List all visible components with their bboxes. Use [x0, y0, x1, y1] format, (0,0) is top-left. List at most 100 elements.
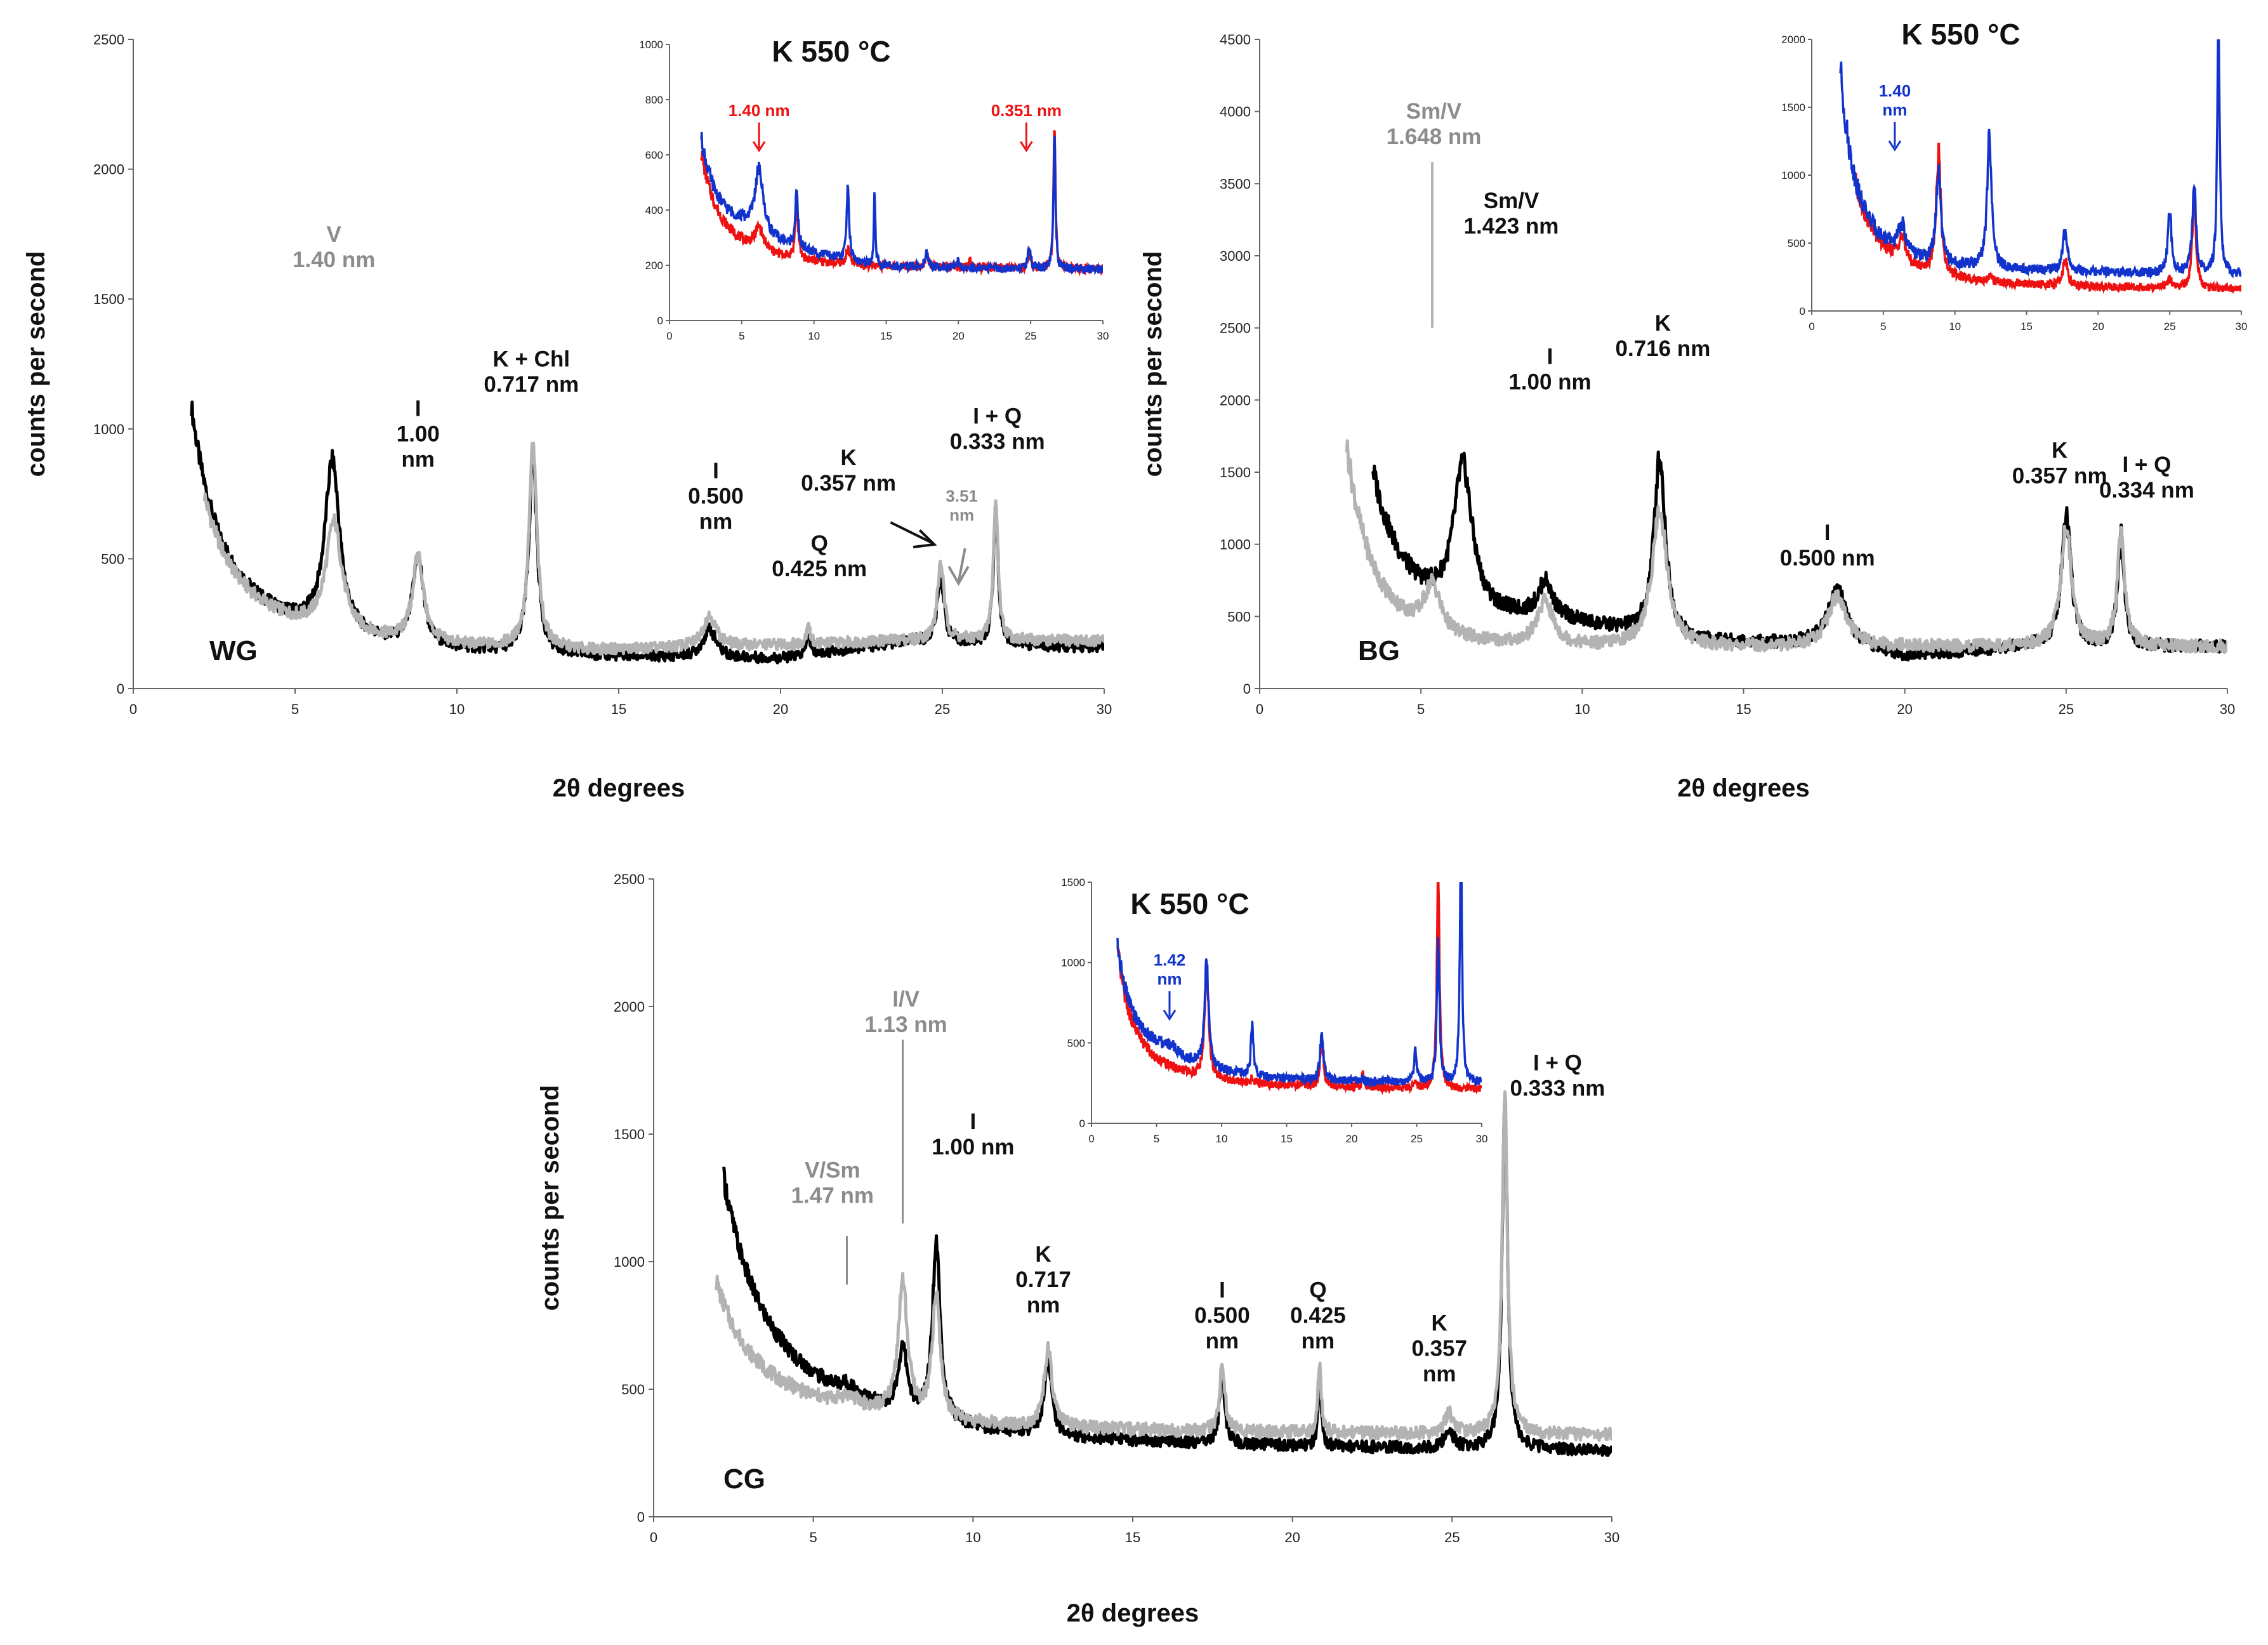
peak-annotation-line: K + Chl — [493, 347, 570, 372]
y-tick-label: 2500 — [614, 871, 645, 887]
peak-annotation-line: I + Q — [973, 404, 1022, 429]
peak-annotation-line: Sm/V — [1484, 188, 1539, 213]
sample-label: WG — [209, 635, 258, 666]
inset-peak-annotation-line: 0.351 nm — [991, 101, 1062, 120]
peak-annotation-line: K — [1655, 311, 1671, 336]
x-tick-label: 25 — [1444, 1529, 1460, 1545]
inset-x-tick-label: 0 — [1809, 320, 1814, 333]
inset-title: K 550 °C — [772, 35, 890, 68]
inset-x-tick-label: 30 — [1476, 1133, 1488, 1145]
series-line-gray — [1345, 439, 2227, 654]
peak-annotation: I 0.500 nm — [688, 459, 744, 534]
series-line-gray — [714, 1090, 1612, 1442]
inset-x-tick-label: 5 — [739, 330, 744, 342]
inset-x-tick-label: 10 — [1216, 1133, 1228, 1145]
peak-annotation-line: 0.357 nm — [801, 471, 896, 496]
inset-y-tick-label: 500 — [1788, 237, 1805, 249]
inset-y-tick-label: 2000 — [1781, 34, 1805, 46]
inset-peak-annotation-line: 1.40 — [1879, 81, 1911, 100]
x-tick-label: 10 — [1574, 701, 1590, 717]
inset-x-tick-label: 0 — [666, 330, 672, 342]
peak-annotation-line: 0.717 — [1015, 1267, 1071, 1292]
y-tick-label: 1500 — [93, 291, 124, 307]
inset-series-line-blue — [1839, 39, 2241, 280]
inset-x-tick-label: 30 — [1097, 330, 1109, 342]
peak-annotation: V/Sm 1.47 nm — [791, 1158, 874, 1208]
annotation-arrow — [957, 548, 966, 583]
inset-x-tick-label: 0 — [1088, 1133, 1094, 1145]
y-tick-label: 4500 — [1220, 32, 1251, 48]
y-tick-label: 1000 — [614, 1254, 645, 1270]
peak-annotation-line: 0.333 nm — [1510, 1076, 1605, 1101]
inset-x-tick-label: 5 — [1154, 1133, 1159, 1145]
inset-chart-b: 0 5 10 15 20 25 30 0 500 1000 1500 2000 K 550 °C 1.40… — [1767, 18, 2248, 343]
peak-annotation-line: nm — [699, 510, 733, 534]
x-tick-label: 10 — [449, 701, 465, 717]
peak-annotation: I 1.00 nm — [1508, 345, 1591, 395]
inset-title: K 550 °C — [1130, 887, 1249, 920]
inset-annotation-arrowhead — [1888, 140, 1902, 152]
inset-y-tick-label: 0 — [1079, 1118, 1085, 1130]
peak-annotation: Sm/V 1.648 nm — [1387, 99, 1482, 149]
y-tick-label: 500 — [621, 1382, 645, 1397]
peak-annotation-line: nm — [1423, 1362, 1456, 1387]
inset-y-tick-label: 500 — [1067, 1037, 1085, 1049]
inset-series-line-red — [1853, 142, 2241, 294]
x-tick-label: 15 — [1736, 701, 1751, 717]
peak-annotation-line: K — [2052, 438, 2067, 463]
y-axis-title: counts per second — [536, 1085, 564, 1311]
peak-annotation: Q 0.425 nm — [1290, 1278, 1346, 1353]
peak-annotation: I 1.00 nm — [397, 396, 440, 472]
peak-annotation-line: 0.425 — [1290, 1303, 1346, 1328]
peak-annotation: Sm/V 1.423 nm — [1464, 188, 1559, 239]
peak-annotation-line: nm — [949, 505, 974, 524]
inset-y-tick-label: 800 — [645, 94, 663, 106]
x-tick-label: 5 — [291, 701, 299, 717]
y-tick-label: 3000 — [1220, 248, 1251, 264]
y-tick-label: 1500 — [614, 1126, 645, 1142]
peak-annotation-line: nm — [1302, 1328, 1335, 1353]
inset-y-tick-label: 1000 — [1061, 957, 1085, 969]
inset-y-tick-label: 0 — [1800, 305, 1805, 317]
peak-annotation-line: 1.00 — [397, 421, 440, 446]
peak-annotation-line: 0.334 nm — [2099, 478, 2194, 503]
peak-annotation-line: 0.500 nm — [1780, 546, 1875, 571]
inset-peak-annotation-line: 1.40 nm — [729, 101, 790, 120]
peak-annotation-line: 0.357 nm — [2012, 463, 2107, 488]
peak-annotation: K 0.716 nm — [1616, 311, 1711, 361]
x-tick-label: 30 — [1604, 1529, 1619, 1545]
inset-chart-c: 0 5 10 15 20 25 30 0 500 1000 1500 K 550 °C 1.42 nm — [1047, 876, 1488, 1155]
peak-annotation-line: Q — [811, 531, 828, 556]
peak-annotation-line: 0.357 — [1411, 1337, 1467, 1361]
peak-annotation: 3.51 nm — [946, 486, 978, 524]
inset-x-tick-label: 15 — [2021, 320, 2033, 333]
x-tick-label: 15 — [611, 701, 626, 717]
sample-label: BG — [1358, 635, 1400, 666]
peak-annotation-line: 0.425 nm — [772, 557, 867, 581]
peak-annotation-line: 1.423 nm — [1464, 214, 1559, 239]
y-tick-label: 0 — [1243, 681, 1251, 697]
peak-annotation-line: 1.00 nm — [932, 1135, 1014, 1159]
inset-background — [1047, 879, 1488, 1155]
peak-annotation-line: I + Q — [1533, 1051, 1582, 1076]
x-tick-label: 5 — [1417, 701, 1425, 717]
y-tick-label: 500 — [101, 551, 124, 567]
peak-annotation-line: 1.648 nm — [1387, 124, 1482, 149]
peak-annotation: K + Chl 0.717 nm — [484, 347, 579, 397]
y-tick-label: 2500 — [93, 32, 124, 48]
x-tick-label: 20 — [773, 701, 788, 717]
peak-annotation-line: I — [713, 459, 719, 484]
peak-annotation-line: Sm/V — [1406, 99, 1462, 124]
y-axis-title: counts per second — [22, 251, 50, 477]
x-tick-label: 5 — [810, 1529, 817, 1545]
peak-annotation-line: 1.47 nm — [791, 1183, 874, 1208]
peak-annotation-line: I — [1547, 345, 1553, 369]
inset-series-line-blue — [700, 131, 1103, 276]
inset-y-tick-label: 0 — [657, 315, 663, 327]
inset-y-tick-label: 200 — [645, 260, 663, 272]
inset-x-tick-label: 20 — [1346, 1133, 1358, 1145]
inset-annotation-arrowhead — [1020, 141, 1033, 152]
inset-x-tick-label: 10 — [808, 330, 820, 342]
